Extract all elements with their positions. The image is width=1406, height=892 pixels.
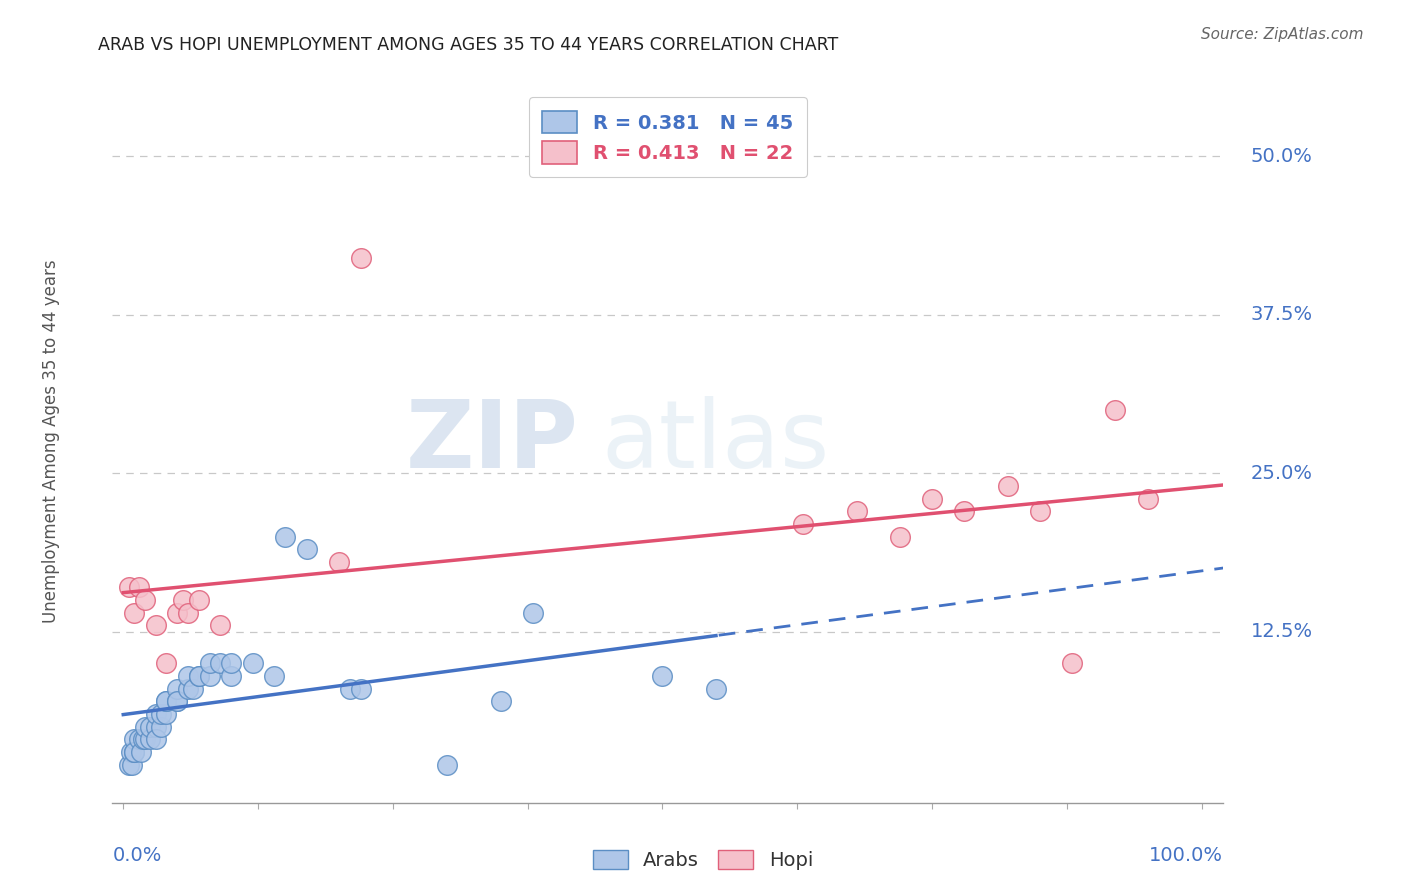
Point — [187, 669, 209, 683]
Point — [177, 681, 200, 696]
Point — [131, 732, 153, 747]
Point — [145, 618, 167, 632]
Point — [845, 504, 868, 518]
Point — [139, 720, 162, 734]
Point — [651, 669, 673, 683]
Point — [1029, 504, 1052, 518]
Point — [187, 669, 209, 683]
Point — [118, 580, 141, 594]
Point — [145, 720, 167, 734]
Point — [436, 757, 458, 772]
Legend: Arabs, Hopi: Arabs, Hopi — [585, 842, 821, 878]
Text: 12.5%: 12.5% — [1251, 623, 1313, 641]
Point — [122, 732, 145, 747]
Text: ARAB VS HOPI UNEMPLOYMENT AMONG AGES 35 TO 44 YEARS CORRELATION CHART: ARAB VS HOPI UNEMPLOYMENT AMONG AGES 35 … — [98, 36, 838, 54]
Point — [792, 516, 814, 531]
Point — [349, 251, 371, 265]
Text: 25.0%: 25.0% — [1251, 464, 1313, 483]
Text: 50.0%: 50.0% — [1251, 147, 1313, 166]
Point — [134, 732, 156, 747]
Point — [128, 732, 150, 747]
Point — [997, 479, 1019, 493]
Point — [889, 530, 911, 544]
Point — [209, 657, 232, 671]
Point — [145, 732, 167, 747]
Point — [166, 606, 188, 620]
Text: 0.0%: 0.0% — [112, 847, 162, 865]
Point — [129, 745, 152, 759]
Point — [150, 720, 173, 734]
Point — [122, 745, 145, 759]
Text: atlas: atlas — [602, 395, 830, 488]
Point — [1104, 402, 1126, 417]
Point — [219, 669, 242, 683]
Point — [198, 669, 221, 683]
Point — [166, 694, 188, 708]
Point — [150, 707, 173, 722]
Point — [198, 657, 221, 671]
Point — [155, 657, 177, 671]
Point — [155, 694, 177, 708]
Point — [122, 745, 145, 759]
Point — [177, 669, 200, 683]
Point — [122, 606, 145, 620]
Point — [339, 681, 361, 696]
Point — [263, 669, 285, 683]
Text: Source: ZipAtlas.com: Source: ZipAtlas.com — [1201, 27, 1364, 42]
Point — [121, 757, 143, 772]
Point — [134, 720, 156, 734]
Point — [177, 606, 200, 620]
Point — [953, 504, 976, 518]
Point — [209, 618, 232, 632]
Point — [489, 694, 512, 708]
Point — [134, 593, 156, 607]
Point — [349, 681, 371, 696]
Point — [219, 657, 242, 671]
Point — [166, 694, 188, 708]
Point — [145, 707, 167, 722]
Point — [172, 593, 194, 607]
Point — [1062, 657, 1084, 671]
Text: 37.5%: 37.5% — [1251, 305, 1313, 325]
Point — [128, 580, 150, 594]
Point — [328, 555, 350, 569]
Text: 100.0%: 100.0% — [1149, 847, 1223, 865]
Point — [183, 681, 205, 696]
Legend: R = 0.381   N = 45, R = 0.413   N = 22: R = 0.381 N = 45, R = 0.413 N = 22 — [529, 97, 807, 178]
Point — [921, 491, 943, 506]
Point — [187, 593, 209, 607]
Point — [295, 542, 318, 557]
Point — [166, 681, 188, 696]
Point — [155, 707, 177, 722]
Point — [522, 606, 544, 620]
Point — [1136, 491, 1159, 506]
Point — [274, 530, 297, 544]
Point — [118, 757, 141, 772]
Text: ZIP: ZIP — [406, 395, 579, 488]
Point — [155, 694, 177, 708]
Point — [139, 732, 162, 747]
Point — [706, 681, 728, 696]
Point — [120, 745, 142, 759]
Point — [242, 657, 264, 671]
Text: Unemployment Among Ages 35 to 44 years: Unemployment Among Ages 35 to 44 years — [42, 260, 60, 624]
